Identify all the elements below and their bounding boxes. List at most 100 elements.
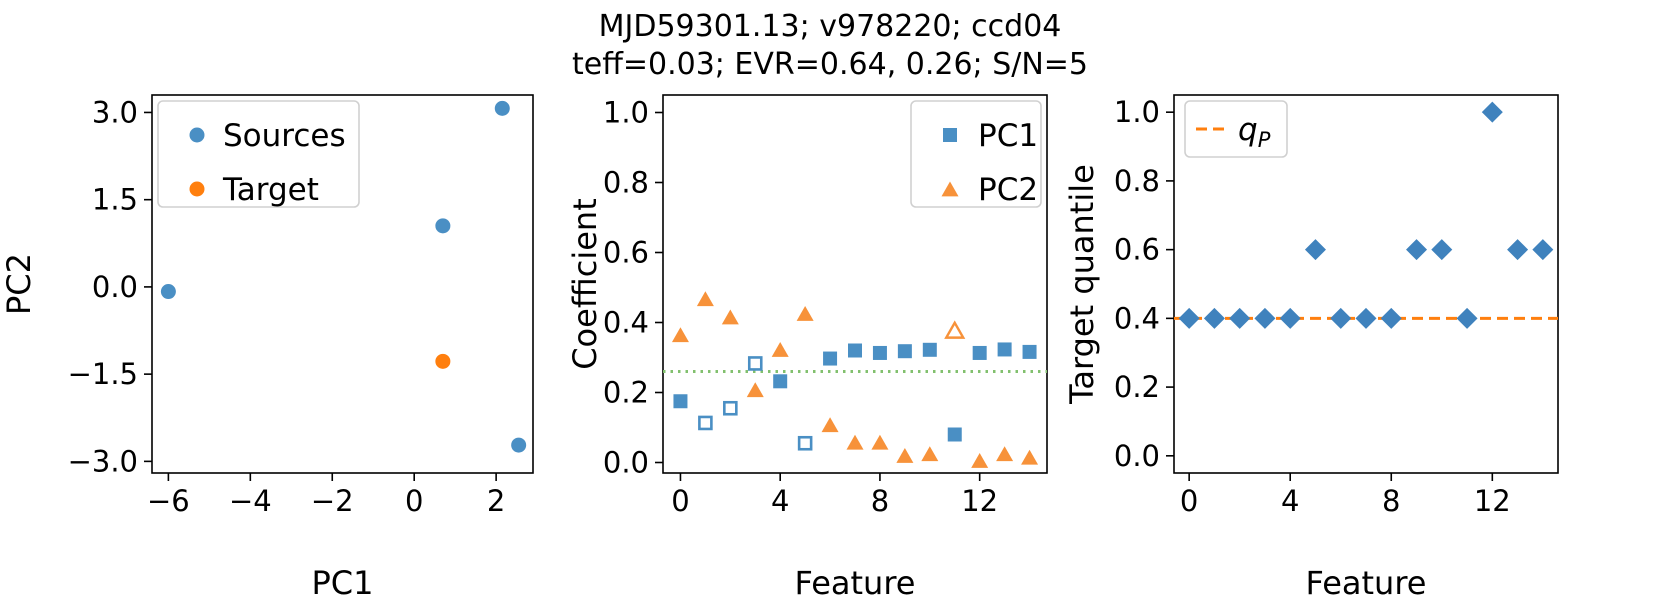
figure-title-line2: teff=0.03; EVR=0.64, 0.26; S/N=5 bbox=[572, 47, 1088, 82]
pc2-marker bbox=[871, 434, 889, 450]
legend-qp-label: qP bbox=[1238, 112, 1271, 152]
y-tick-label: 0.8 bbox=[603, 166, 649, 200]
pc1-marker bbox=[897, 344, 912, 359]
y-tick-label: 0.0 bbox=[92, 270, 138, 304]
x-tick-label: 8 bbox=[871, 484, 889, 518]
quantile-marker bbox=[1355, 307, 1377, 329]
quantile-marker bbox=[1481, 101, 1503, 123]
pc2-marker bbox=[796, 305, 814, 321]
pc1-marker-hollow bbox=[747, 356, 763, 371]
legend-target-marker bbox=[189, 181, 205, 197]
y-tick-label: 1.0 bbox=[603, 96, 649, 130]
pc1-marker bbox=[947, 427, 962, 442]
quantile-marker bbox=[1380, 307, 1402, 329]
legend-sources-marker bbox=[189, 127, 205, 143]
pc2-marker bbox=[721, 309, 739, 325]
pc1-marker bbox=[673, 394, 688, 409]
x-tick-label: 4 bbox=[771, 484, 789, 518]
source-point bbox=[511, 437, 527, 453]
quantile-marker bbox=[1304, 239, 1326, 261]
y-axis-label: PC2 bbox=[0, 253, 38, 315]
legend-box bbox=[1184, 100, 1288, 158]
source-point bbox=[435, 218, 451, 234]
x-tick-label: −6 bbox=[147, 484, 190, 518]
figure-title-line1: MJD59301.13; v978220; ccd04 bbox=[599, 9, 1062, 44]
x-tick-label: 0 bbox=[405, 484, 423, 518]
pc2-marker bbox=[996, 446, 1014, 462]
y-tick-label: −3.0 bbox=[68, 444, 138, 478]
y-axis-label: Target quantile bbox=[1063, 164, 1101, 405]
x-tick-label: 12 bbox=[961, 484, 998, 518]
quantile-marker bbox=[1456, 307, 1478, 329]
quantile-marker bbox=[1229, 307, 1251, 329]
x-tick-label: 0 bbox=[1180, 484, 1198, 518]
axes-frame bbox=[1173, 94, 1559, 474]
pc1-marker bbox=[872, 345, 887, 360]
quantile-marker bbox=[1431, 239, 1453, 261]
y-tick-label: 0.0 bbox=[603, 446, 649, 480]
pc2-marker bbox=[696, 291, 714, 307]
pc2-marker bbox=[746, 382, 764, 398]
pc2-marker bbox=[921, 446, 939, 462]
pc2-marker bbox=[821, 417, 839, 433]
quantile-marker bbox=[1254, 307, 1276, 329]
pc1-marker bbox=[997, 342, 1012, 357]
source-point bbox=[160, 284, 176, 300]
legend-q-symbol: q bbox=[1238, 112, 1258, 148]
target-quantile-panel: 0 4 8 12 0.0 0.2 0.4 0.6 0.8 1.0 Feature Target qua… bbox=[1063, 94, 1559, 602]
x-axis-label: PC1 bbox=[312, 564, 374, 602]
y-tick-label: 0.2 bbox=[1114, 370, 1160, 404]
x-axis-label: Feature bbox=[1306, 564, 1427, 602]
source-point bbox=[494, 100, 510, 116]
y-tick-label: 0.2 bbox=[603, 376, 649, 410]
pc2-marker bbox=[971, 452, 989, 468]
y-tick-label: 1.5 bbox=[92, 183, 138, 217]
pc2-marker bbox=[1021, 449, 1039, 465]
pc2-marker-hollow bbox=[944, 320, 966, 339]
quantile-marker bbox=[1203, 307, 1225, 329]
pc2-marker bbox=[896, 448, 914, 463]
legend-target-label: Target bbox=[222, 172, 319, 208]
x-tick-label: 2 bbox=[487, 484, 505, 518]
quantile-marker bbox=[1279, 307, 1301, 329]
target-point bbox=[435, 353, 451, 369]
legend-pc2-label: PC2 bbox=[978, 172, 1038, 208]
pc1-marker bbox=[773, 374, 788, 389]
pc1-marker bbox=[848, 343, 862, 358]
y-tick-label: 0.4 bbox=[1114, 301, 1160, 335]
pc-coefficients-panel: 0 4 8 12 0.0 0.2 0.4 0.6 0.8 1.0 Feature Coefficien… bbox=[566, 94, 1048, 602]
quantile-marker bbox=[1532, 239, 1554, 261]
pc2-marker bbox=[671, 327, 689, 343]
pc1-marker bbox=[823, 351, 838, 366]
quantile-marker bbox=[1178, 307, 1200, 329]
legend-pc1-label: PC1 bbox=[978, 118, 1038, 154]
quantile-marker bbox=[1507, 239, 1529, 261]
x-tick-label: 0 bbox=[671, 484, 689, 518]
y-tick-label: 1.0 bbox=[1114, 95, 1160, 129]
pc1-marker-hollow bbox=[797, 435, 813, 451]
pc2-marker bbox=[846, 434, 864, 450]
x-tick-label: 4 bbox=[1281, 484, 1299, 518]
y-tick-label: 0.6 bbox=[603, 236, 649, 270]
y-axis-label: Coefficient bbox=[566, 198, 604, 370]
x-axis-label: Feature bbox=[795, 564, 916, 602]
quantile-marker bbox=[1406, 239, 1428, 261]
x-tick-label: −2 bbox=[311, 484, 354, 518]
y-tick-label: 0.0 bbox=[1114, 439, 1160, 473]
x-tick-label: −4 bbox=[229, 484, 272, 518]
pc1-marker bbox=[943, 128, 957, 142]
axes-frame bbox=[662, 94, 1048, 474]
pc1-marker-hollow bbox=[698, 415, 713, 431]
legend-box bbox=[157, 100, 360, 208]
x-tick-label: 12 bbox=[1474, 484, 1511, 518]
legend-p-subscript: P bbox=[1258, 128, 1271, 152]
y-tick-label: −1.5 bbox=[68, 357, 138, 391]
legend-box bbox=[910, 100, 1042, 208]
pc1-marker bbox=[922, 342, 937, 357]
y-tick-label: 3.0 bbox=[92, 95, 138, 129]
axes-frame bbox=[151, 94, 534, 474]
x-tick-label: 8 bbox=[1382, 484, 1400, 518]
y-tick-label: 0.4 bbox=[603, 306, 649, 340]
y-tick-label: 0.8 bbox=[1114, 164, 1160, 198]
